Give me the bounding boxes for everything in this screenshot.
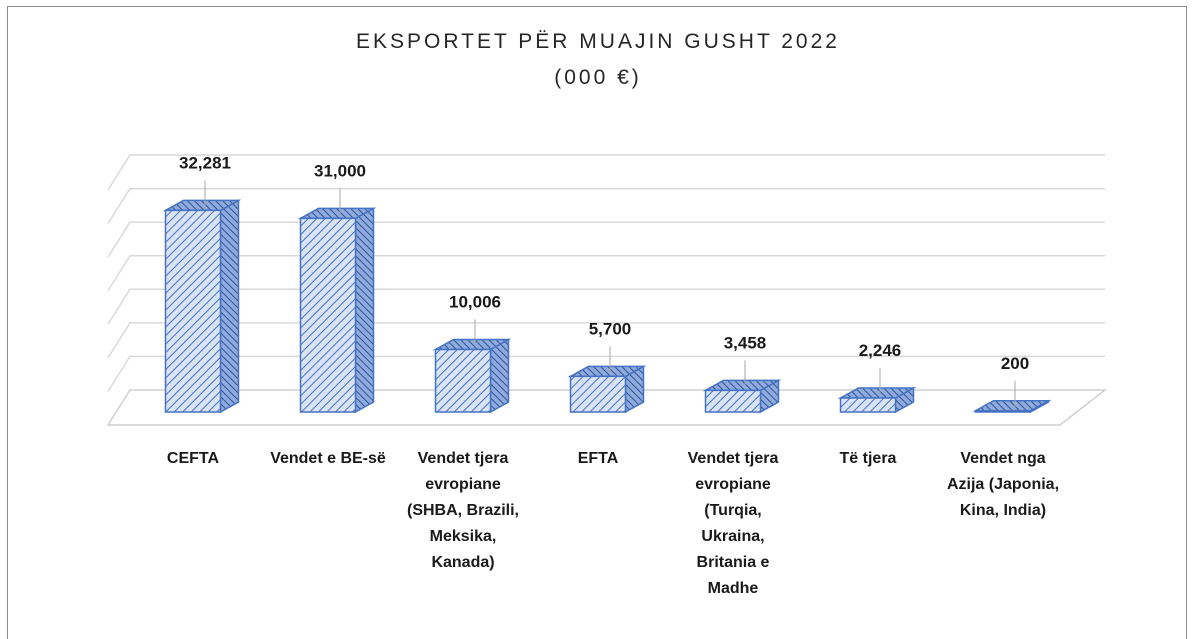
bar-front — [299, 217, 357, 413]
data-label: 200 — [1001, 354, 1029, 373]
data-label: 5,700 — [589, 319, 632, 338]
data-label: 2,246 — [859, 341, 902, 360]
grid-line — [107, 254, 1105, 292]
bar — [432, 338, 512, 414]
bar-side — [354, 207, 375, 414]
x-tick-label: CEFTA — [166, 450, 220, 467]
bar — [837, 386, 917, 414]
grid-line — [107, 221, 1105, 258]
bar-front — [704, 389, 762, 413]
bar-front — [569, 375, 627, 413]
bar-front — [434, 348, 492, 413]
chart-frame — [7, 6, 1187, 639]
bar — [972, 399, 1052, 414]
x-tick-label: Të tjera — [839, 450, 897, 467]
grid-line — [107, 322, 1105, 359]
x-tick-label: Vendet e BE-së — [270, 450, 386, 467]
bar-side — [219, 199, 240, 414]
bar — [162, 199, 242, 414]
bar — [702, 379, 782, 414]
x-tick-label: Vendet tjera evropiane (Turqia, Ukraina,… — [687, 450, 779, 597]
bar-front — [164, 209, 222, 413]
data-label: 3,458 — [724, 333, 767, 352]
data-label: 10,006 — [449, 293, 501, 312]
bar-front — [974, 410, 1032, 413]
chart-title: EKSPORTET PËR MUAJIN GUSHT 2022 — [356, 30, 840, 53]
bar-front — [839, 397, 897, 413]
bar — [297, 207, 377, 414]
grid-line — [107, 288, 1105, 325]
chart-subtitle: (000 €) — [554, 66, 642, 89]
bar-side — [489, 338, 510, 414]
x-tick-label: Vendet tjera evropiane (SHBA, Brazili, M… — [406, 450, 519, 571]
grid-line — [107, 154, 1105, 191]
x-tick-label: EFTA — [577, 450, 619, 467]
grid-line — [107, 187, 1105, 224]
grid-line — [107, 355, 1105, 392]
x-tick-label: Vendet nga Azija (Japonia, Kina, India) — [946, 450, 1060, 519]
bar — [567, 365, 647, 414]
data-label: 32,281 — [179, 153, 231, 172]
data-label: 31,000 — [314, 161, 366, 180]
